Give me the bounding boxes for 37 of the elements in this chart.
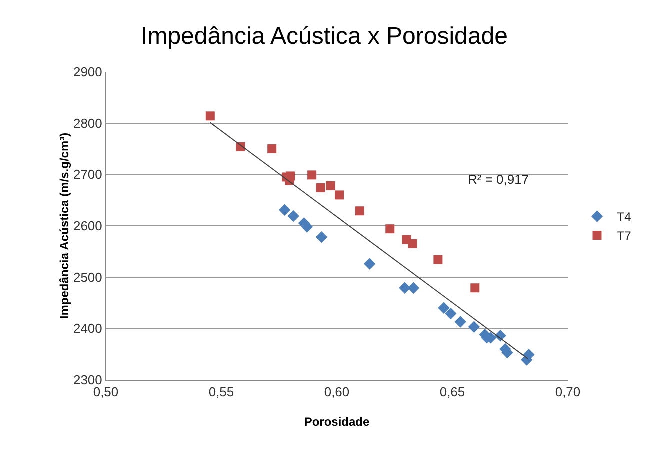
y-tick-label: 2800 xyxy=(73,116,102,131)
point xyxy=(308,170,317,180)
point xyxy=(364,258,376,270)
y-axis-title: Impedância Acústica (m/s.g/cm³) xyxy=(57,132,72,320)
x-tick-label: 0,70 xyxy=(555,384,581,400)
point xyxy=(278,204,291,216)
y-tick-label: 2400 xyxy=(73,321,102,336)
x-tick-label: 0,55 xyxy=(208,384,234,400)
y-tick-label: 2700 xyxy=(73,167,102,182)
point xyxy=(454,316,466,328)
x-tick-label: 0,65 xyxy=(440,384,466,400)
point xyxy=(316,231,328,244)
point xyxy=(316,184,326,193)
point xyxy=(438,302,450,314)
annotation: R² = 0,917 xyxy=(468,172,530,187)
y-tick-label: 2600 xyxy=(73,218,102,234)
point xyxy=(470,284,480,293)
point xyxy=(468,321,480,333)
point xyxy=(386,224,395,234)
point xyxy=(408,282,420,294)
point xyxy=(206,112,215,121)
point xyxy=(399,282,411,294)
y-tick-label: 2900 xyxy=(73,64,102,80)
legend-label: T7 xyxy=(617,229,632,244)
point xyxy=(288,210,300,222)
legend-label: T4 xyxy=(617,210,632,224)
point xyxy=(434,255,443,264)
point xyxy=(408,239,418,248)
chart-title: Impedância Acústica x Porosidade xyxy=(141,23,508,50)
x-tick-label: 0,60 xyxy=(324,384,350,400)
point xyxy=(355,206,364,216)
point xyxy=(335,190,344,200)
point xyxy=(268,144,277,154)
point xyxy=(326,181,336,190)
point xyxy=(445,308,457,320)
x-axis-title: Porosidade xyxy=(304,415,370,429)
y-tick-label: 2500 xyxy=(73,270,102,285)
